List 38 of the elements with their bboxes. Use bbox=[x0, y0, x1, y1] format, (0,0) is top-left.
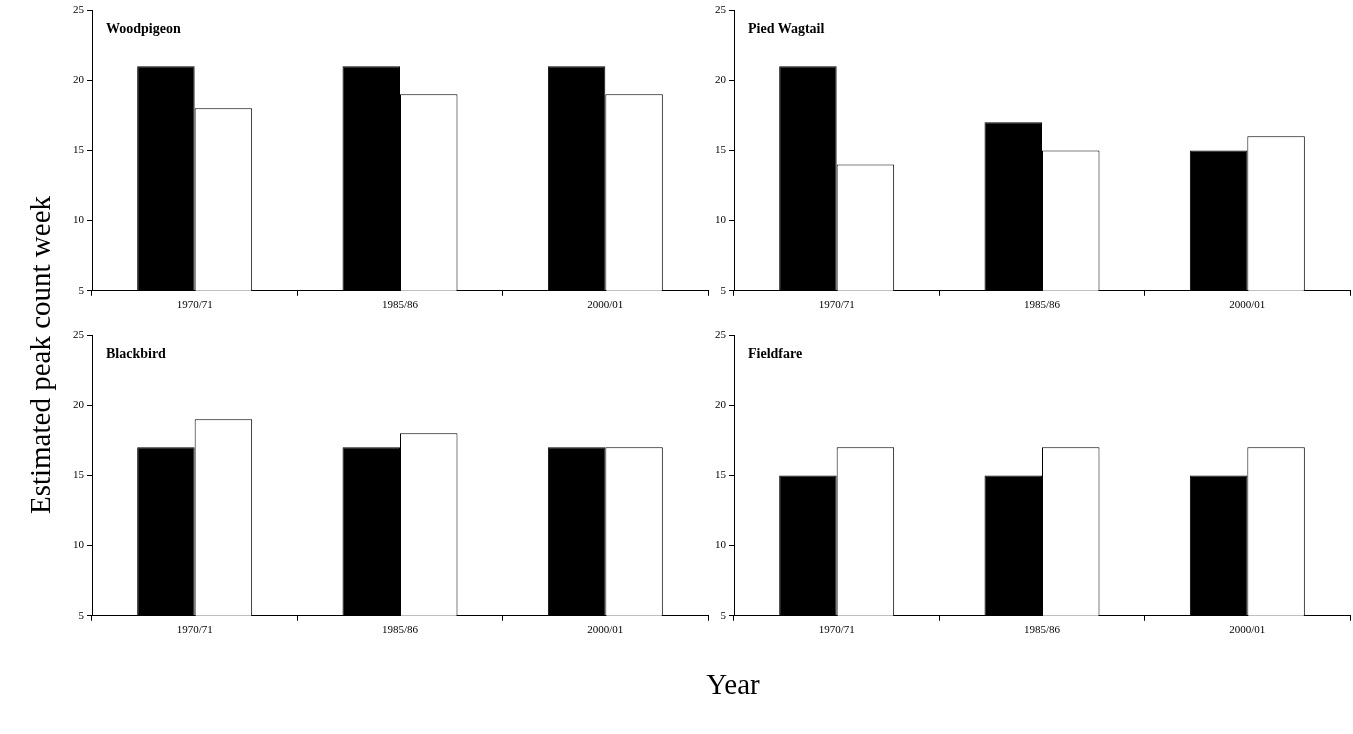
x-tick-label: 1985/86 bbox=[381, 298, 419, 311]
x-axis-title: Year bbox=[706, 668, 760, 701]
x-tick-label: 2000/01 bbox=[587, 298, 624, 311]
y-tick-label: 25 bbox=[73, 2, 85, 15]
y-tick-label: 5 bbox=[78, 283, 85, 296]
y-tick-label: 5 bbox=[78, 608, 85, 621]
y-axis-title: Estimated peak count week bbox=[23, 195, 57, 515]
y-tick-label: 5 bbox=[720, 608, 727, 621]
x-tick-label: 1970/71 bbox=[818, 298, 855, 311]
y-tick-label: 15 bbox=[715, 143, 727, 156]
text: Pied Wagtail bbox=[748, 20, 825, 36]
y-tick-label: 25 bbox=[715, 327, 727, 340]
y-tick-label: 10 bbox=[715, 538, 727, 551]
y-tick-label: 10 bbox=[73, 213, 85, 226]
x-tick-label: 1985/86 bbox=[381, 623, 419, 636]
y-tick-label: 5 bbox=[720, 283, 727, 296]
x-tick-label: 1970/71 bbox=[818, 623, 855, 636]
y-tick-label: 20 bbox=[715, 398, 727, 411]
x-tick-label: 1985/86 bbox=[1023, 298, 1061, 311]
y-tick-label: 15 bbox=[73, 468, 85, 481]
x-tick-label: 1970/71 bbox=[176, 623, 213, 636]
text: Fieldfare bbox=[748, 345, 803, 361]
y-tick-label: 10 bbox=[715, 213, 727, 226]
x-tick-label: 1970/71 bbox=[176, 298, 213, 311]
y-tick-label: 15 bbox=[715, 468, 727, 481]
y-tick-label: 25 bbox=[715, 2, 727, 15]
x-tick-label: 2000/01 bbox=[1229, 623, 1266, 636]
x-tick-label: 2000/01 bbox=[1229, 298, 1266, 311]
y-tick-label: 20 bbox=[715, 73, 727, 86]
text: Woodpigeon bbox=[106, 20, 181, 36]
x-tick-label: 2000/01 bbox=[587, 623, 624, 636]
text: Blackbird bbox=[106, 345, 167, 361]
x-tick-label: 1985/86 bbox=[1023, 623, 1061, 636]
y-tick-label: 10 bbox=[73, 538, 85, 551]
y-tick-label: 20 bbox=[73, 398, 85, 411]
y-tick-label: 15 bbox=[73, 143, 85, 156]
y-tick-label: 20 bbox=[73, 73, 85, 86]
y-tick-label: 25 bbox=[73, 327, 85, 340]
